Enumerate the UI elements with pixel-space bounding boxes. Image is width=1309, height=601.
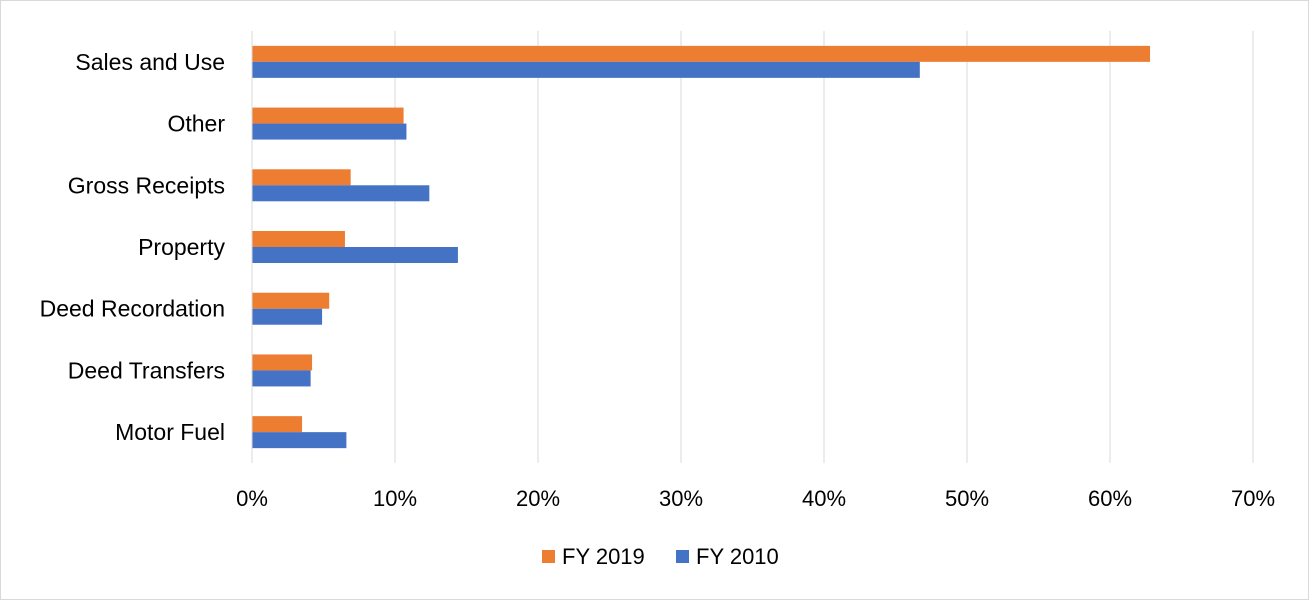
- bar: [252, 231, 345, 247]
- category-labels: Sales and Use Other Gross Receipts Property…: [40, 49, 226, 445]
- x-tick-label: 10%: [373, 486, 417, 511]
- x-tick-label: 50%: [945, 486, 989, 511]
- x-tick-label: 0%: [236, 486, 268, 511]
- tick-labels: 0% 10% 20% 30% 40% 50% 60% 70%: [236, 486, 1275, 511]
- category-label: Deed Recordation: [40, 296, 225, 322]
- gridlines: [394, 31, 1254, 463]
- bar: [252, 432, 347, 449]
- legend-swatch: [676, 550, 689, 563]
- bar: [252, 416, 303, 433]
- bar: [252, 107, 404, 124]
- category-label: Sales and Use: [75, 49, 225, 75]
- x-tick-label: 30%: [659, 486, 703, 511]
- category-label: Property: [138, 234, 225, 260]
- bar: [252, 308, 323, 325]
- legend: FY 2019 FY 2010: [542, 544, 779, 569]
- bar: [252, 123, 407, 140]
- category-label: Deed Transfers: [68, 357, 225, 383]
- bar: [252, 354, 313, 371]
- bar: [252, 45, 1151, 62]
- legend-label: FY 2010: [696, 544, 779, 569]
- category-label: Motor Fuel: [115, 419, 225, 445]
- bar: [252, 247, 458, 263]
- bar: [252, 185, 430, 202]
- x-tick-label: 70%: [1231, 486, 1275, 511]
- bar: [252, 169, 351, 186]
- x-tick-label: 20%: [516, 486, 560, 511]
- category-label: Other: [167, 111, 225, 137]
- bar: [252, 370, 311, 387]
- legend-label: FY 2019: [562, 544, 645, 569]
- bar: [252, 292, 330, 309]
- x-tick-label: 40%: [802, 486, 846, 511]
- legend-swatch: [542, 550, 555, 563]
- bars: [252, 45, 1151, 449]
- category-label: Gross Receipts: [68, 172, 225, 198]
- bar: [252, 61, 920, 78]
- x-tick-label: 60%: [1088, 486, 1132, 511]
